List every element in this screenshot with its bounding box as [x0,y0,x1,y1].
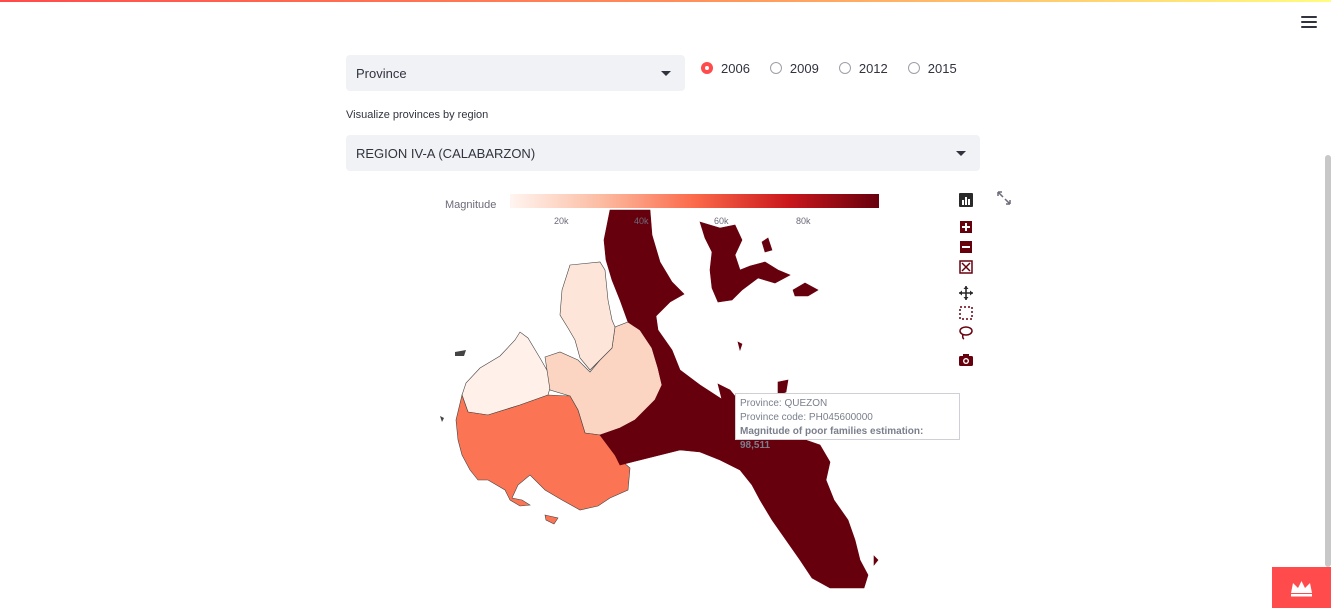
region-select-label: Visualize provinces by region [346,109,489,121]
year-radio-label: 2012 [858,60,888,76]
year-radio-label: 2006 [721,60,750,76]
year-radio-2012[interactable]: 2012 [838,60,888,76]
chevron-down-icon [661,71,671,76]
main-menu-icon[interactable] [1301,16,1317,28]
year-radio-group: 2006 2009 2012 2015 [701,59,977,77]
radio-icon [907,62,920,74]
tooltip-magnitude: Magnitude of poor families estimation: 9… [740,426,924,451]
scrollbar-thumb[interactable] [1325,155,1331,567]
year-radio-2015[interactable]: 2015 [907,60,957,76]
tooltip-province: Province: QUEZON [740,398,828,409]
colorbar-tick: 20k [554,216,569,226]
colorbar-tick: 40k [634,216,649,226]
year-radio-label: 2015 [927,60,957,76]
province-rizal[interactable] [559,261,616,371]
camera-icon[interactable] [958,352,974,368]
radio-icon [838,62,851,74]
crown-icon [1291,581,1312,597]
map-hover-tooltip: Province: QUEZON Province code: PH045600… [735,393,960,451]
colorbar [510,194,879,208]
year-radio-2009[interactable]: 2009 [769,60,819,76]
region-select-value: REGION IV-A (CALABARZON) [356,145,536,161]
top-decoration-bar [0,0,1331,2]
fullscreen-icon[interactable] [996,190,1012,206]
lasso-icon[interactable] [958,325,974,341]
reset-icon[interactable] [958,259,974,275]
region-select[interactable]: REGION IV-A (CALABARZON) [346,135,980,171]
streamlit-badge-button[interactable] [1272,567,1331,608]
year-radio-label: 2009 [789,60,819,76]
colorbar-tick: 60k [714,216,729,226]
bar-chart-icon[interactable] [958,192,974,208]
zoom-out-icon[interactable] [958,239,974,255]
chevron-down-icon [956,151,966,156]
colorbar-title: Magnitude [445,199,497,211]
level-select[interactable]: Province [346,55,685,91]
colorbar-tick: 80k [796,216,811,226]
year-radio-2006[interactable]: 2006 [701,61,750,76]
radio-icon [701,62,713,74]
tooltip-province-code: Province code: PH045600000 [740,412,873,423]
level-select-value: Province [356,65,407,81]
zoom-in-icon[interactable] [958,219,974,235]
province-batangas[interactable] [455,393,631,525]
pan-icon[interactable] [958,285,974,301]
box-select-icon[interactable] [958,305,974,321]
radio-icon [769,62,782,74]
